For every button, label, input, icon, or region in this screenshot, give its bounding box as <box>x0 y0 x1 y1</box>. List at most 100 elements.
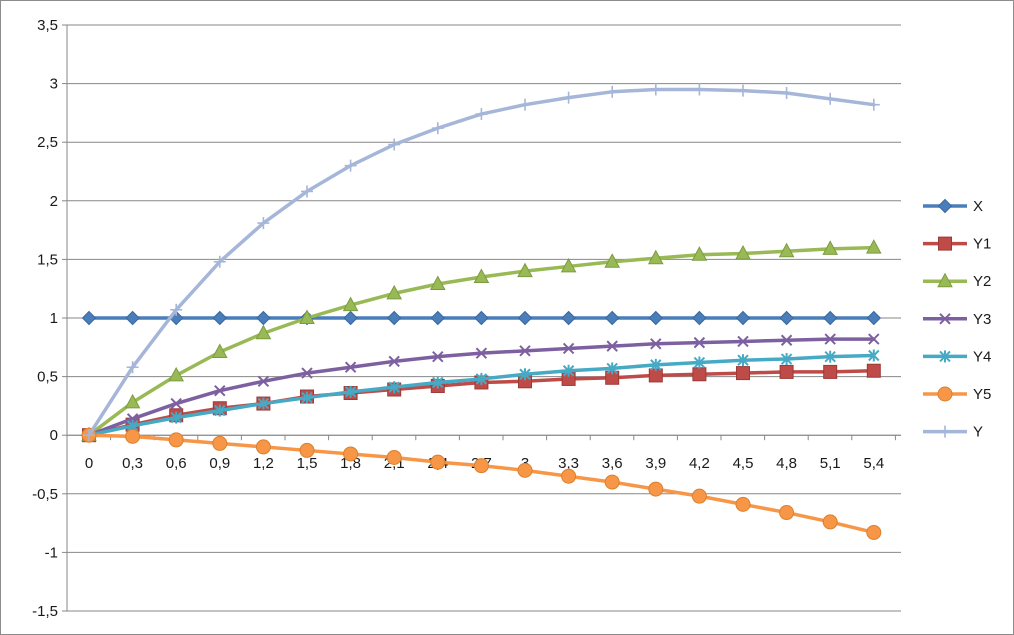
x-tick-label: 3,9 <box>645 455 666 472</box>
x-tick-label: 0,3 <box>122 455 143 472</box>
data-point-square <box>866 363 881 378</box>
data-point-circle <box>473 458 489 474</box>
data-point-diamond <box>256 310 271 326</box>
data-point-diamond <box>386 310 402 326</box>
x-tick-label: 0,6 <box>166 455 187 472</box>
y-tick-label: 2 <box>50 193 58 210</box>
data-point-diamond <box>735 310 751 326</box>
data-point-circle <box>735 496 751 512</box>
x-tick-label: 3,3 <box>558 455 579 472</box>
data-point-plus <box>388 138 401 151</box>
data-point-triangle <box>937 272 953 288</box>
y-tick-label: 3 <box>50 76 58 93</box>
legend-label: Y <box>973 424 983 441</box>
data-point-star <box>301 391 313 404</box>
data-point-diamond <box>779 310 794 326</box>
data-point-star <box>475 372 488 385</box>
data-point-triangle <box>560 257 577 273</box>
data-point-star <box>519 368 531 381</box>
x-tick-label: 4,8 <box>776 455 797 472</box>
data-point-circle <box>168 432 184 448</box>
data-point-circle <box>212 435 228 451</box>
data-point-triangle <box>386 284 403 300</box>
data-point-plus <box>431 122 444 135</box>
data-point-star <box>170 411 182 424</box>
data-point-plus <box>606 85 619 98</box>
data-point-plus <box>475 108 488 121</box>
data-point-x <box>475 347 488 359</box>
legend-item-y2: Y2 <box>923 272 991 290</box>
data-point-circle <box>648 481 664 497</box>
data-point-diamond <box>81 310 97 326</box>
legend-item-y3: Y3 <box>923 311 991 328</box>
data-point-circle <box>299 442 315 458</box>
legend-item-y5: Y5 <box>923 386 991 403</box>
data-point-star <box>388 381 400 394</box>
y-tick-label: 1 <box>50 310 58 327</box>
data-point-triangle <box>299 309 315 324</box>
data-point-triangle <box>124 393 141 409</box>
legend-label: Y1 <box>973 236 991 253</box>
data-point-plus <box>939 425 951 438</box>
y-tick-label: -1 <box>45 544 58 561</box>
data-point-x <box>737 335 749 348</box>
data-point-triangle <box>168 366 185 382</box>
data-point-triangle <box>778 242 795 258</box>
legend-label: Y3 <box>973 311 991 328</box>
data-point-triangle <box>822 240 839 255</box>
y-tick-label: 0,5 <box>37 369 58 386</box>
data-point-triangle <box>473 268 490 283</box>
data-point-plus <box>737 84 749 97</box>
data-point-x <box>301 367 313 379</box>
data-point-x <box>214 384 226 397</box>
data-point-plus <box>213 255 226 268</box>
data-point-diamond <box>822 310 838 326</box>
data-point-circle <box>779 505 795 521</box>
x-tick-label: 1,2 <box>253 455 274 472</box>
legend-item-y1: Y1 <box>923 236 991 253</box>
data-point-circle <box>691 488 707 504</box>
series-y5 <box>81 427 882 540</box>
data-point-x <box>824 333 836 345</box>
data-point-circle <box>604 474 620 490</box>
data-point-circle <box>343 446 359 462</box>
data-point-diamond <box>125 310 140 326</box>
data-point-x <box>562 342 575 355</box>
x-tick-label: 3,6 <box>602 455 623 472</box>
x-tick-label: 4,2 <box>689 455 710 472</box>
data-point-square <box>692 367 707 382</box>
data-point-star <box>737 354 749 367</box>
series-y <box>83 83 880 442</box>
data-point-plus <box>301 185 313 198</box>
series-y2 <box>81 239 882 442</box>
data-point-x <box>939 313 951 325</box>
data-point-star <box>257 397 270 410</box>
data-point-star <box>606 362 618 375</box>
data-point-square <box>779 364 794 379</box>
data-point-star <box>432 376 444 389</box>
data-point-triangle <box>735 244 751 260</box>
data-point-triangle <box>865 239 882 254</box>
legend-label: Y5 <box>973 386 991 403</box>
data-point-plus <box>126 361 139 374</box>
legend-label: Y2 <box>973 273 991 290</box>
x-tick-label: 5,1 <box>820 455 841 472</box>
y-tick-label: -1,5 <box>32 603 58 620</box>
data-point-x <box>257 375 270 387</box>
data-point-plus <box>824 92 837 105</box>
data-point-circle <box>561 468 577 484</box>
y-tick-label: 2,5 <box>37 134 58 151</box>
data-point-diamond <box>517 310 533 326</box>
data-point-diamond <box>474 310 489 326</box>
x-tick-label: 0 <box>85 455 93 472</box>
axes: -1,5 -1 -0,5 0 0,5 1 1,5 2 2,5 3 3,5 0 0,3 0,6 0,9 1,2 1… <box>32 17 901 620</box>
series-x <box>81 310 882 326</box>
data-point-plus <box>170 303 183 316</box>
data-point-circle <box>517 462 533 478</box>
data-point-plus <box>649 83 662 96</box>
data-point-triangle <box>255 324 272 340</box>
data-point-triangle <box>691 246 708 261</box>
data-point-triangle <box>342 296 359 312</box>
legend-item-y: Y <box>923 424 983 441</box>
